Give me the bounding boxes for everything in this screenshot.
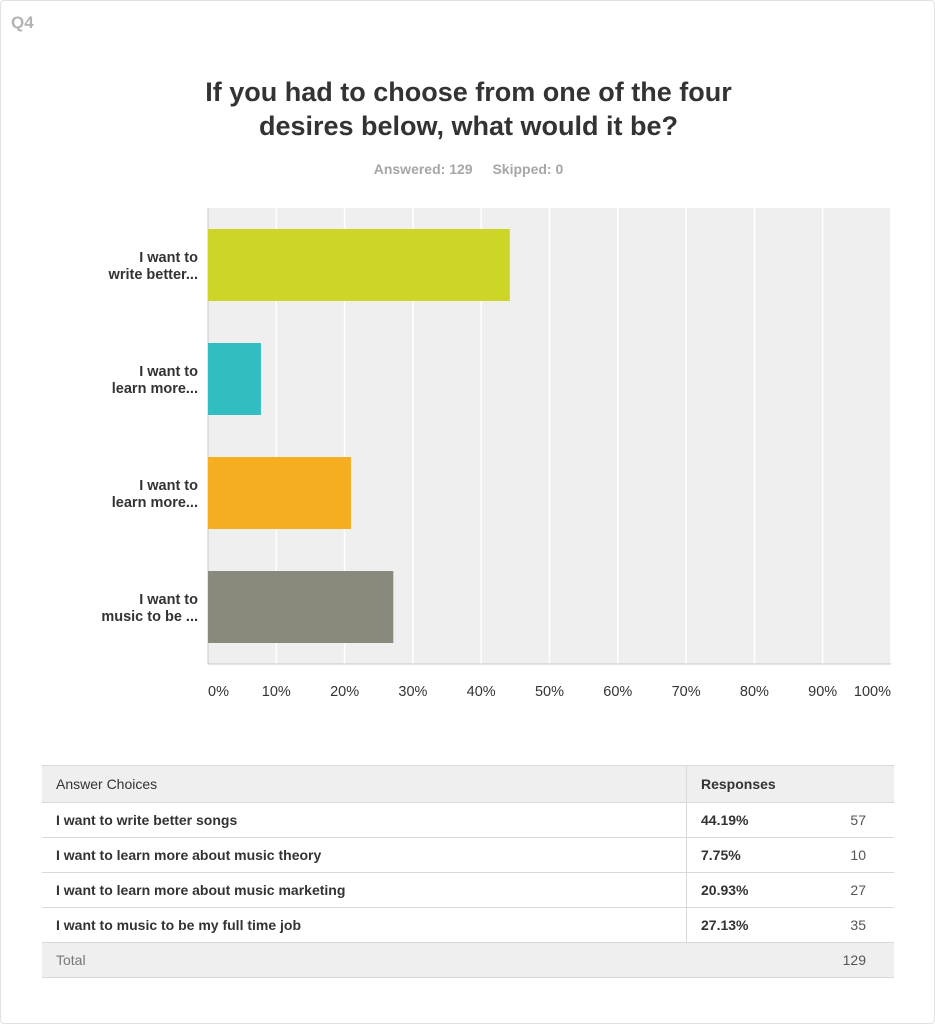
category-label-line: music to be ... xyxy=(101,609,198,625)
category-label-line: I want to xyxy=(139,592,198,608)
row-percent: 44.19% xyxy=(686,802,835,838)
answered-count: Answered: 129 xyxy=(373,161,473,177)
x-tick-label: 40% xyxy=(467,684,496,700)
row-count: 27 xyxy=(835,872,894,908)
row-choice: I want to music to be my full time job xyxy=(42,907,687,943)
table-row: I want to write better songs 44.19% 57 xyxy=(42,802,894,838)
total-row: Total 129 xyxy=(42,942,894,978)
row-percent: 7.75% xyxy=(686,837,835,873)
row-percent: 27.13% xyxy=(686,907,835,943)
x-tick-label: 60% xyxy=(603,684,632,700)
x-tick-label: 50% xyxy=(535,684,564,700)
x-tick-label: 70% xyxy=(672,684,701,700)
question-title-line-1: If you had to choose from one of the fou… xyxy=(205,77,732,107)
category-label: I want to learn more... xyxy=(112,364,198,397)
table-header-row: Answer Choices Responses xyxy=(42,765,894,803)
response-summary: Answered: 129 Skipped: 0 xyxy=(1,161,935,177)
x-tick-label: 90% xyxy=(808,684,837,700)
category-label-line: I want to xyxy=(139,478,198,494)
x-tick-label: 20% xyxy=(330,684,359,700)
header-answer-choices: Answer Choices xyxy=(42,765,687,803)
skipped-count: Skipped: 0 xyxy=(492,161,564,177)
row-choice: I want to learn more about music theory xyxy=(42,837,687,873)
bar-chart: I want to write better...I want to learn m… xyxy=(101,208,892,700)
category-label-line: learn more... xyxy=(112,495,198,511)
total-label: Total xyxy=(42,942,687,978)
table-row: I want to music to be my full time job 2… xyxy=(42,907,894,943)
bar xyxy=(208,229,510,301)
total-count: 129 xyxy=(686,942,894,978)
category-label: I want to learn more... xyxy=(112,478,198,511)
x-tick-label: 0% xyxy=(208,684,229,700)
category-label-line: I want to xyxy=(139,364,198,380)
category-label-line: I want to xyxy=(139,250,198,266)
category-label: I want to write better... xyxy=(108,250,199,283)
row-choice: I want to write better songs xyxy=(42,802,687,838)
category-label-line: learn more... xyxy=(112,381,198,397)
x-tick-label: 30% xyxy=(398,684,427,700)
x-tick-label: 80% xyxy=(740,684,769,700)
row-count: 10 xyxy=(835,837,894,873)
question-number: Q4 xyxy=(11,13,34,32)
header-responses: Responses xyxy=(686,765,894,803)
row-choice: I want to learn more about music marketi… xyxy=(42,872,687,908)
category-label-line: write better... xyxy=(108,267,198,283)
category-label: I want to music to be ... xyxy=(101,592,198,625)
row-count: 35 xyxy=(835,907,894,943)
x-tick-label: 10% xyxy=(262,684,291,700)
x-tick-label: 100% xyxy=(854,684,891,700)
table-row: I want to learn more about music marketi… xyxy=(42,872,894,908)
question-title: If you had to choose from one of the fou… xyxy=(91,75,846,143)
table-row: I want to learn more about music theory … xyxy=(42,837,894,873)
row-count: 57 xyxy=(835,802,894,838)
bar xyxy=(208,457,351,529)
question-title-line-2: desires below, what would it be? xyxy=(258,111,679,141)
bar xyxy=(208,343,261,415)
bar xyxy=(208,571,394,643)
results-table: Answer Choices Responses I want to write… xyxy=(42,765,894,978)
row-percent: 20.93% xyxy=(686,872,835,908)
